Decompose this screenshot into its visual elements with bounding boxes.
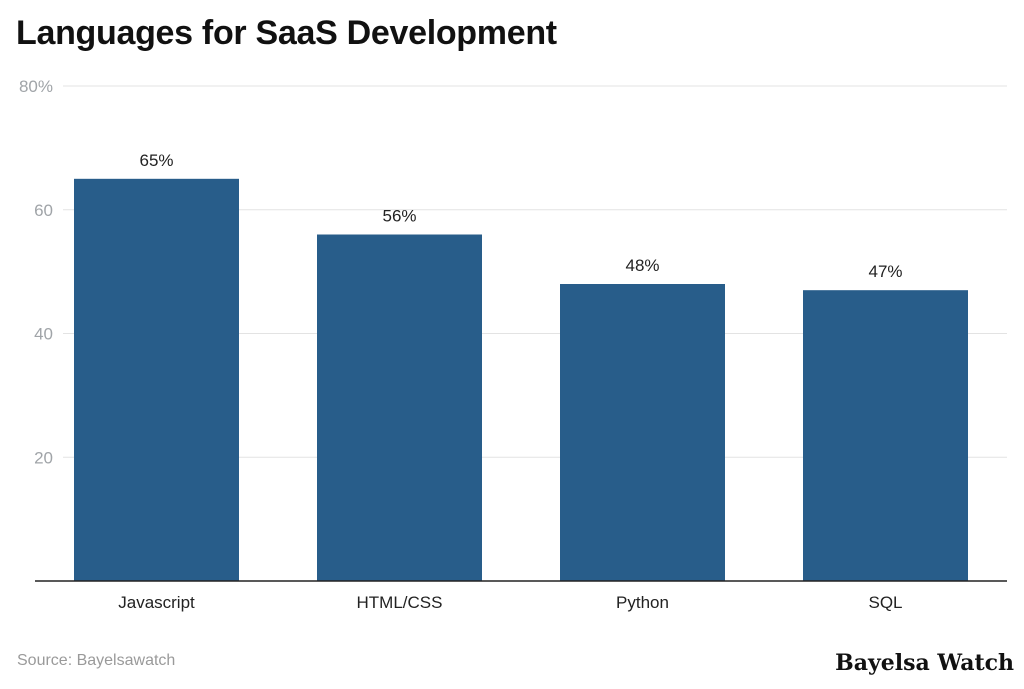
y-tick-label: 20: [34, 448, 53, 467]
x-tick-label: Javascript: [118, 593, 195, 612]
bar: [560, 284, 725, 581]
x-tick-label: Python: [616, 593, 669, 612]
brand-logo: Bayelsa Watch: [835, 650, 1014, 676]
bar: [74, 178, 239, 581]
data-label: 48%: [625, 256, 659, 275]
data-label: 65%: [139, 151, 173, 170]
data-label: 47%: [868, 262, 902, 281]
y-tick-label: 40: [34, 325, 53, 344]
bar: [803, 290, 968, 581]
x-tick-label: SQL: [868, 593, 902, 612]
x-tick-label: HTML/CSS: [357, 593, 443, 612]
y-tick-label: 60: [34, 201, 53, 220]
y-tick-label: 80%: [19, 77, 53, 96]
bar: [317, 234, 482, 581]
chart-title: Languages for SaaS Development: [16, 14, 557, 52]
source-note: Source: Bayelsawatch: [17, 652, 176, 669]
data-label: 56%: [382, 207, 416, 226]
